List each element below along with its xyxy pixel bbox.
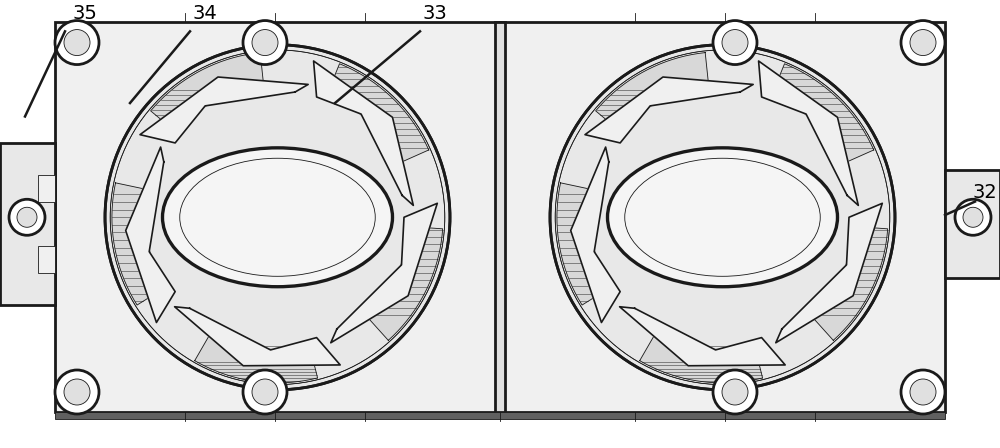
Ellipse shape — [608, 148, 838, 287]
Bar — [945, 170, 1000, 278]
Bar — [38, 246, 55, 273]
Circle shape — [105, 45, 450, 390]
Circle shape — [252, 30, 278, 56]
Polygon shape — [585, 77, 753, 143]
Text: 32: 32 — [973, 183, 997, 202]
Circle shape — [243, 370, 287, 414]
Circle shape — [55, 370, 99, 414]
Polygon shape — [640, 332, 763, 383]
Circle shape — [55, 21, 99, 65]
Circle shape — [550, 45, 895, 390]
Polygon shape — [620, 307, 785, 366]
Ellipse shape — [162, 148, 392, 287]
Circle shape — [17, 207, 37, 227]
Polygon shape — [327, 64, 429, 164]
Polygon shape — [776, 203, 882, 343]
Polygon shape — [151, 52, 264, 132]
Polygon shape — [772, 64, 874, 164]
Bar — [55, 22, 500, 412]
Bar — [500, 22, 945, 412]
Circle shape — [252, 379, 278, 405]
Circle shape — [955, 199, 991, 235]
Circle shape — [9, 199, 45, 235]
Circle shape — [713, 21, 757, 65]
Bar — [38, 175, 55, 202]
Polygon shape — [759, 61, 858, 205]
Polygon shape — [112, 183, 165, 305]
Polygon shape — [366, 227, 443, 340]
Polygon shape — [331, 203, 437, 343]
Circle shape — [910, 379, 936, 405]
Circle shape — [713, 370, 757, 414]
Polygon shape — [195, 332, 318, 383]
Text: 33: 33 — [423, 4, 447, 23]
Circle shape — [243, 21, 287, 65]
Circle shape — [64, 30, 90, 56]
Circle shape — [910, 30, 936, 56]
Circle shape — [901, 370, 945, 414]
Polygon shape — [811, 227, 888, 340]
Text: 34: 34 — [193, 4, 217, 23]
Bar — [0, 143, 55, 305]
Polygon shape — [596, 52, 709, 132]
Polygon shape — [571, 147, 620, 323]
Circle shape — [963, 207, 983, 227]
Bar — [55, 412, 945, 419]
Polygon shape — [126, 147, 175, 323]
Polygon shape — [314, 61, 413, 205]
Text: 35: 35 — [73, 4, 97, 23]
Polygon shape — [557, 183, 610, 305]
Polygon shape — [175, 307, 340, 366]
Circle shape — [722, 30, 748, 56]
Polygon shape — [140, 77, 308, 143]
Circle shape — [64, 379, 90, 405]
Circle shape — [901, 21, 945, 65]
Bar — [495, 22, 505, 412]
Circle shape — [722, 379, 748, 405]
